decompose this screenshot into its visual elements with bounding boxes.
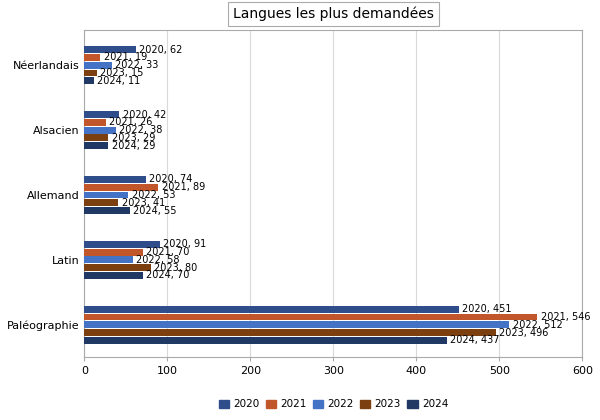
Bar	[85, 207, 130, 214]
Text: 2022, 58: 2022, 58	[136, 255, 179, 265]
Bar	[85, 329, 496, 336]
Text: 2021, 89: 2021, 89	[161, 182, 205, 192]
Bar	[85, 321, 509, 328]
Bar	[85, 70, 97, 76]
Text: 2021, 70: 2021, 70	[146, 247, 189, 257]
Bar	[85, 62, 112, 68]
Bar	[85, 337, 447, 344]
Text: 2020, 62: 2020, 62	[139, 45, 182, 55]
Text: 2023, 41: 2023, 41	[122, 198, 165, 208]
Bar	[85, 119, 106, 126]
Text: 2023, 15: 2023, 15	[100, 68, 143, 78]
Text: 2023, 496: 2023, 496	[499, 328, 549, 338]
Bar	[85, 192, 128, 198]
Text: 2021, 19: 2021, 19	[104, 52, 147, 63]
Text: 2021, 26: 2021, 26	[109, 117, 152, 127]
Bar	[85, 127, 116, 134]
Text: 2020, 91: 2020, 91	[163, 239, 206, 249]
Text: 2023, 80: 2023, 80	[154, 262, 197, 273]
Bar	[85, 241, 160, 248]
Bar	[85, 111, 119, 118]
Text: 2022, 53: 2022, 53	[132, 190, 175, 200]
Text: 2024, 29: 2024, 29	[112, 141, 155, 151]
Text: 2024, 11: 2024, 11	[97, 76, 140, 86]
Text: 2020, 451: 2020, 451	[462, 304, 511, 314]
Bar	[85, 77, 94, 84]
Bar	[85, 200, 118, 206]
Bar	[85, 54, 100, 61]
Bar	[85, 142, 109, 149]
Bar	[85, 184, 158, 191]
Bar	[85, 249, 143, 255]
Bar	[85, 264, 151, 271]
Bar	[85, 313, 538, 320]
Text: 2020, 42: 2020, 42	[122, 110, 166, 120]
Text: 2021, 546: 2021, 546	[541, 312, 590, 322]
Bar	[85, 272, 143, 279]
Text: 2020, 74: 2020, 74	[149, 174, 193, 184]
Bar	[85, 46, 136, 53]
Text: 2024, 437: 2024, 437	[451, 335, 500, 345]
Text: 2022, 33: 2022, 33	[115, 60, 158, 70]
Text: 2022, 38: 2022, 38	[119, 125, 163, 135]
Text: 2022, 512: 2022, 512	[512, 320, 562, 330]
Text: 2024, 70: 2024, 70	[146, 270, 189, 281]
Text: 2023, 29: 2023, 29	[112, 133, 155, 143]
Text: 2024, 55: 2024, 55	[133, 205, 177, 215]
Bar	[85, 176, 146, 183]
Bar	[85, 257, 133, 263]
Bar	[85, 306, 458, 312]
Bar	[85, 134, 109, 141]
Title: Langues les plus demandées: Langues les plus demandées	[233, 7, 434, 21]
Legend: 2020, 2021, 2022, 2023, 2024: 2020, 2021, 2022, 2023, 2024	[214, 395, 452, 413]
